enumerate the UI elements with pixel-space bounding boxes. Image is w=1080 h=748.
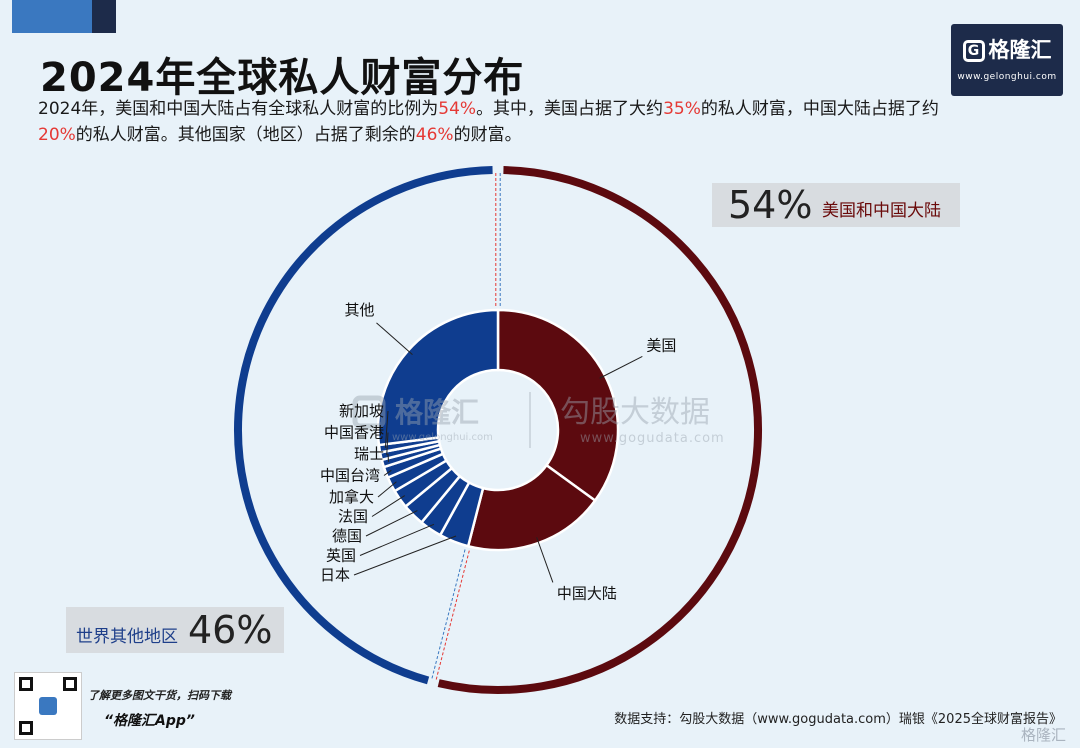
page-subtitle: 2024年，美国和中国大陆占有全球私人财富的比例为54%。其中，美国占据了大约3… xyxy=(38,99,939,145)
divider-line-red xyxy=(435,550,470,681)
watermark-center-left: 格隆汇 xyxy=(395,396,479,429)
slice-label-slice-5: 法国 xyxy=(338,508,368,526)
highlight-value: 46% xyxy=(415,125,454,145)
callout-rest-of-world: 世界其他地区 46% xyxy=(66,607,284,653)
leader-line-slice-6 xyxy=(377,481,397,498)
slice-label-slice-7: 中国台湾 xyxy=(320,467,380,485)
header-accent-block xyxy=(92,0,116,33)
leader-line-slice-1 xyxy=(536,537,554,583)
divider-line-blue xyxy=(431,549,466,680)
slice-label-slice-6: 加拿大 xyxy=(329,488,374,506)
leader-line-slice-9 xyxy=(386,432,389,455)
outer-ring-arc-rest-of-world xyxy=(234,166,493,685)
slice-label-slice-2: 日本 xyxy=(320,566,350,584)
leader-line-slice-11 xyxy=(376,322,413,355)
slice-label-slice-3: 英国 xyxy=(326,547,356,565)
leader-line-slice-5 xyxy=(371,495,406,517)
watermark-center-right-url: www.gogudata.com xyxy=(580,431,725,446)
logo-url: www.gelonghui.com xyxy=(957,72,1057,82)
highlight-value: 20% xyxy=(38,125,76,145)
leader-line-slice-3 xyxy=(359,523,435,556)
slice-label-slice-8: 瑞士 xyxy=(354,445,384,463)
leader-line-slice-10 xyxy=(384,410,389,448)
outer-ring-arc-us-china xyxy=(437,166,763,694)
promo-text: 了解更多图文干货，扫码下载 xyxy=(88,689,231,702)
callout-rest-of-world-pct: 46% xyxy=(188,608,273,652)
qr-finder xyxy=(19,721,33,735)
slice-label-slice-10: 新加坡 xyxy=(339,402,384,420)
outer-ring-group xyxy=(234,166,763,694)
watermark-center-left-url: www.gelonghui.com xyxy=(392,432,493,443)
leader-line-slice-0 xyxy=(599,356,643,379)
callout-us-china-label: 美国和中国大陆 xyxy=(822,201,941,221)
header-accent-bar xyxy=(12,0,92,33)
brand-logo[interactable]: G 格隆汇 www.gelonghui.com xyxy=(951,24,1063,96)
leader-line-slice-8 xyxy=(387,453,390,462)
qr-logo-icon xyxy=(39,697,57,715)
slice-label-slice-1: 中国大陆 xyxy=(557,584,617,602)
data-source: 数据支持：勾股大数据（www.gogudata.com）瑞银《2025全球财富报… xyxy=(614,712,1062,727)
slice-label-slice-0: 美国 xyxy=(646,336,676,354)
watermark-g-icon xyxy=(352,395,386,429)
qr-code[interactable] xyxy=(14,672,82,740)
inner-donut-group xyxy=(376,308,620,552)
watermark-center-right: 勾股大数据 xyxy=(560,395,710,430)
callout-us-china: 54% 美国和中国大陆 xyxy=(712,183,960,227)
watermark-group: 格隆汇 www.gelonghui.com 勾股大数据 www.gogudata… xyxy=(352,392,725,448)
leader-line-slice-7 xyxy=(383,469,392,476)
highlight-value: 54% xyxy=(438,99,477,119)
donut-slice-0 xyxy=(496,308,620,503)
qr-finder xyxy=(19,677,33,691)
leader-line-slice-4 xyxy=(365,510,418,537)
callout-us-china-pct: 54% xyxy=(728,183,813,227)
leader-line-slice-2 xyxy=(353,535,457,576)
logo-g-icon: G xyxy=(962,40,985,62)
qr-finder xyxy=(63,677,77,691)
donut-slice-11 xyxy=(376,308,500,447)
logo-name: 格隆汇 xyxy=(988,38,1052,62)
slice-label-slice-9: 中国香港 xyxy=(324,424,384,442)
slice-label-slice-11: 其他 xyxy=(344,301,374,319)
slice-label-slice-4: 德国 xyxy=(332,527,362,545)
watermark-bottom-right: 格隆汇 xyxy=(1020,726,1066,744)
promo-app-name: “格隆汇App” xyxy=(104,713,195,729)
highlight-value: 35% xyxy=(663,99,701,119)
page-title: 2024年全球私人财富分布 xyxy=(40,55,525,101)
callout-rest-of-world-label: 世界其他地区 xyxy=(76,627,178,647)
